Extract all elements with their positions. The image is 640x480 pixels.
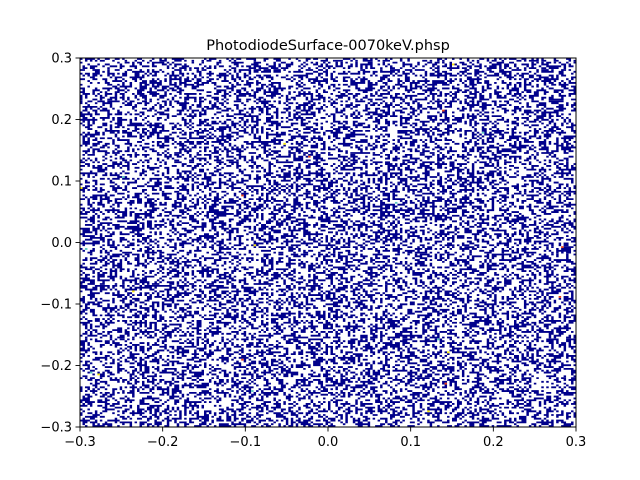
y-axis: −0.3 −0.2 −0.1 0.0 0.1 0.2 0.3 (40, 52, 80, 436)
y-tick-label: 0.1 (51, 175, 72, 190)
x-tick-label: −0.3 (64, 435, 96, 450)
heatmap-high-count-bin (122, 176, 125, 178)
heatmap-high-count-bin (308, 155, 311, 158)
heatmap-high-count-bin (283, 142, 286, 145)
heatmap-occupied-bins (80, 58, 576, 427)
y-tick-label: −0.3 (40, 421, 72, 436)
heatmap-high-count-bin (437, 338, 440, 341)
x-tick-label: −0.1 (230, 435, 262, 450)
heatmap-cells (80, 58, 576, 427)
heatmap-high-count-bin (561, 246, 564, 249)
heatmap-high-count-bin (241, 358, 244, 361)
x-tick-label: −0.2 (147, 435, 179, 450)
x-tick-label: 0.2 (483, 435, 504, 450)
heatmap-high-count-bin (442, 109, 445, 112)
y-tick-label: 0.0 (51, 236, 72, 251)
y-tick-label: 0.2 (51, 113, 72, 128)
y-tick-label: −0.2 (40, 359, 72, 374)
heatmap-high-count-bin (89, 371, 93, 374)
y-tick-label: −0.1 (40, 298, 72, 313)
y-tick-label: 0.3 (51, 52, 72, 67)
heatmap-high-count-bin (253, 244, 257, 247)
x-tick-label: 0.1 (400, 435, 421, 450)
x-tick-label: 0.3 (566, 435, 587, 450)
heatmap-high-count-bin (251, 390, 254, 392)
heatmap-high-count-bin (452, 63, 455, 66)
heatmap-high-count-bin (97, 373, 100, 376)
heatmap-high-count-bin (481, 131, 485, 134)
x-tick-label: 0.0 (318, 435, 339, 450)
heatmap-high-count-bin (447, 351, 450, 354)
heatmap-high-count-bin (80, 187, 83, 189)
heatmap-high-count-bin (427, 410, 430, 413)
chart-title: PhotodiodeSurface-0070keV.phsp (206, 38, 450, 54)
heatmap-high-count-bin (558, 296, 562, 298)
heatmap-high-count-bin (444, 382, 448, 385)
heatmap-high-count-bin (241, 194, 244, 197)
x-axis: −0.3 −0.2 −0.1 0.0 0.1 0.2 0.3 (64, 427, 586, 450)
heatmap-high-count-bin (132, 290, 135, 293)
heatmap-high-count-bin (84, 248, 88, 250)
heatmap-high-count-bin (394, 201, 398, 204)
